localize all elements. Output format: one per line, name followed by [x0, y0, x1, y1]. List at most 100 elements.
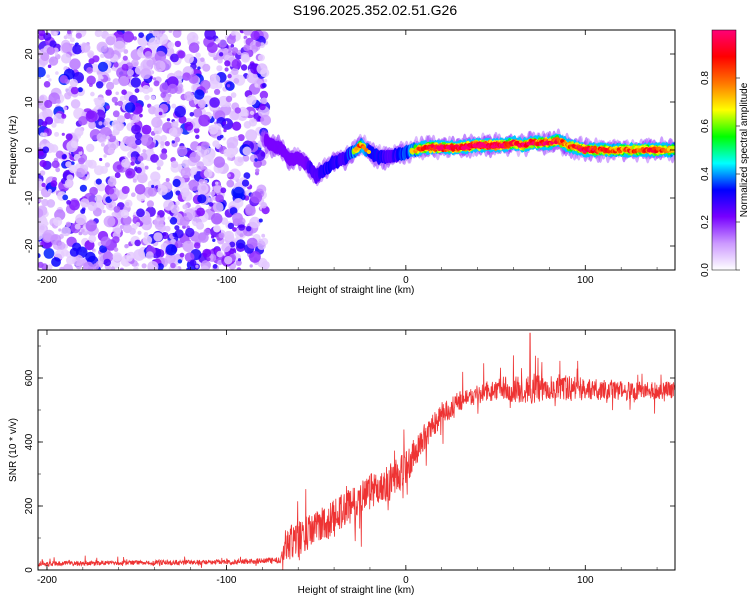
spectrogram-noise-cell	[38, 232, 43, 241]
spectrogram-noise-cell	[176, 145, 188, 157]
spectrogram-noise-cell	[215, 181, 219, 185]
spectrogram-noise-cell	[130, 77, 141, 88]
spectrogram-noise-cell	[223, 148, 232, 157]
colorbar-frame	[711, 29, 737, 271]
snr-panel: -200 -100 0 100 0 200 400 600 Height of straig…	[8, 329, 676, 596]
y-tick-label: 200	[24, 497, 35, 514]
y-tick-label: -20	[24, 238, 35, 253]
bottom-x-axis: -200 -100 0 100	[37, 330, 658, 586]
spectrogram-noise-cell	[167, 216, 171, 220]
spectrogram-noise-cell	[94, 194, 103, 203]
spectrogram-noise-cell	[216, 135, 222, 141]
spectrogram-noise-cell	[194, 89, 205, 100]
spectrogram-noise-cell	[147, 187, 158, 197]
spectrogram-noise-cell	[40, 52, 50, 62]
spectrogram-noise-cell	[96, 132, 107, 142]
spectrogram-noise-cell	[184, 53, 195, 64]
spectrogram-noise-cell	[235, 237, 239, 241]
spectrogram-noise-cell	[113, 247, 119, 252]
spectrogram-noise-cell	[165, 253, 176, 264]
spectrogram-noise-cell	[214, 88, 221, 95]
spectrogram-noise-cell	[79, 184, 87, 192]
spectrogram-noise-cell	[202, 248, 212, 258]
spectrogram-noise-cell	[137, 155, 144, 162]
spectrogram-noise-cell	[105, 89, 112, 96]
spectrogram-noise-cell	[181, 159, 190, 168]
spectrogram-noise-cell	[106, 81, 115, 90]
spectrogram-noise-cell	[229, 241, 236, 248]
spectrogram-noise-cell	[65, 133, 73, 141]
spectrogram-noise-cell	[61, 154, 67, 160]
spectrogram-noise-cell	[61, 226, 71, 237]
spectrogram-noise-cell	[232, 121, 242, 131]
spectrogram-noise-cell	[249, 251, 261, 263]
spectrogram-noise-cell	[66, 200, 71, 205]
spectrogram-noise-cell	[227, 73, 232, 79]
spectrogram-noise-cell	[148, 106, 157, 115]
spectrogram-noise-cell	[126, 170, 133, 176]
spectrogram-noise-cell	[263, 78, 268, 83]
spectrogram-noise-cell	[61, 248, 69, 257]
spectrogram-noise-cell	[157, 183, 163, 189]
spectrogram-noise-cell	[227, 222, 235, 230]
spectrogram-noise-cell	[56, 99, 61, 104]
spectrogram-noise-cell	[153, 80, 160, 87]
spectrogram-noise-cell	[170, 160, 179, 169]
spectrogram-noise-cell	[89, 186, 98, 196]
spectrogram-noise-cell	[242, 154, 250, 162]
spectrogram-noise-cell	[103, 121, 109, 126]
spectrogram-noise-cell	[178, 115, 187, 124]
spectrogram-noise-cell	[130, 161, 135, 166]
spectrogram-noise-cell	[141, 85, 151, 94]
spectrogram-noise-cell	[46, 74, 50, 78]
spectrogram-noise-cell	[233, 186, 245, 199]
spectrogram-noise-cell	[38, 208, 44, 218]
spectrogram-noise-cell	[195, 52, 201, 58]
spectrogram-noise-cell	[146, 200, 154, 208]
spectrogram-noise-cell	[131, 192, 136, 197]
spectrogram-noise-cell	[103, 154, 107, 158]
spectrogram-ridge-cell	[409, 149, 414, 154]
spectrogram-noise-cell	[85, 220, 97, 232]
spectrogram-noise-cell	[215, 194, 224, 203]
spectrogram-noise-cell	[153, 125, 163, 135]
spectrogram-noise-cell	[92, 248, 97, 253]
spectrogram-noise-cell	[203, 228, 211, 236]
spectrogram-noise-cell	[70, 86, 79, 95]
spectrogram-noise-cell	[135, 222, 141, 227]
spectrogram-noise-cell	[210, 74, 221, 85]
spectrogram-noise-cell	[179, 252, 185, 258]
spectrogram-noise-cell	[132, 178, 137, 183]
spectrogram-ridge-cell	[670, 148, 675, 153]
spectrogram-noise-cell	[46, 199, 56, 208]
spectrogram-noise-cell	[210, 191, 216, 197]
spectrogram-noise-cell	[88, 121, 96, 129]
spectrogram-noise-cell	[112, 110, 120, 118]
spectrogram-noise-cell	[235, 239, 246, 249]
spectrogram-noise-cell	[64, 179, 73, 188]
spectrogram-noise-cell	[86, 67, 93, 74]
spectrogram-noise-cell	[139, 113, 143, 118]
spectrogram-noise-cell	[163, 199, 175, 211]
spectrogram-noise-cell	[41, 218, 48, 225]
spectrogram-noise-cell	[168, 30, 173, 33]
spectrogram-noise-cell	[100, 76, 104, 80]
spectrogram-noise-cell	[179, 216, 190, 227]
spectrogram-noise-cell	[65, 221, 72, 227]
spectrogram-noise-cell	[80, 208, 86, 214]
spectrogram-noise-cell	[105, 105, 110, 110]
spectrogram-noise-cell	[48, 78, 52, 82]
spectrogram-noise-cell	[220, 217, 229, 225]
spectrogram-noise-cell	[160, 134, 167, 142]
top-y-axis: -20 -10 0 10 20	[24, 29, 675, 271]
spectrogram-noise-cell	[61, 53, 72, 64]
spectrogram-noise-cell	[224, 230, 235, 242]
spectrogram-noise-cell	[44, 116, 54, 125]
spectrogram-noise-cell	[136, 208, 145, 218]
spectrogram-noise-cell	[255, 41, 262, 47]
spectrogram-noise-cell	[241, 179, 250, 187]
spectrogram-noise-cell	[197, 232, 207, 241]
spectrogram-noise-cell	[110, 266, 116, 270]
spectrogram-noise-cell	[85, 159, 93, 168]
